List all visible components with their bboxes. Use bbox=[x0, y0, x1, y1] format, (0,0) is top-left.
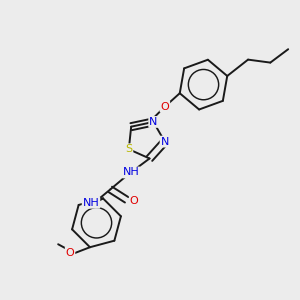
Text: O: O bbox=[130, 196, 139, 206]
Text: N: N bbox=[149, 117, 158, 127]
Text: O: O bbox=[66, 248, 74, 258]
Text: NH: NH bbox=[123, 167, 140, 178]
Text: NH: NH bbox=[82, 198, 99, 208]
Text: S: S bbox=[125, 144, 132, 154]
Text: N: N bbox=[160, 136, 169, 147]
Text: O: O bbox=[160, 102, 169, 112]
